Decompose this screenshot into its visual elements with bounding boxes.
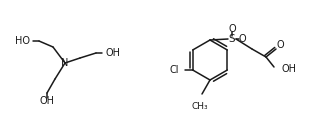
Text: OH: OH [105,48,120,58]
Text: HO: HO [15,36,30,46]
Text: OH: OH [282,64,297,74]
Text: S: S [229,34,235,44]
Text: O: O [238,34,246,44]
Text: O: O [228,24,236,34]
Text: O: O [276,40,284,50]
Text: OH: OH [40,96,54,106]
Text: Cl: Cl [169,65,179,75]
Text: CH₃: CH₃ [192,102,208,111]
Text: N: N [61,58,69,68]
